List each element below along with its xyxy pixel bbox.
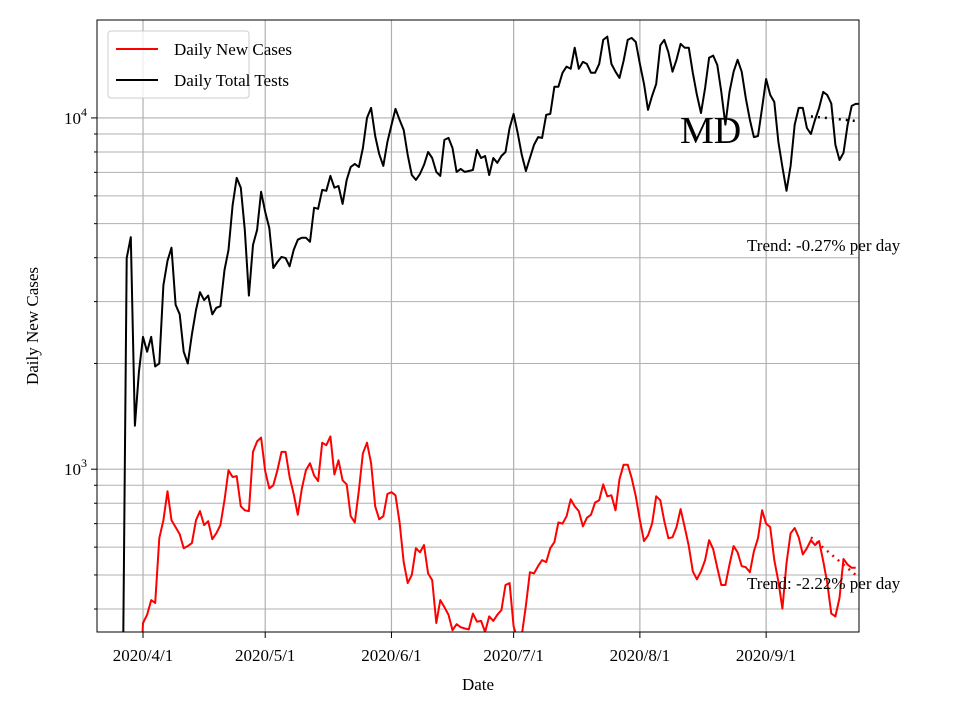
y-axis-label: Daily New Cases xyxy=(23,267,42,385)
grid xyxy=(97,20,859,632)
legend-label-tests: Daily Total Tests xyxy=(174,71,289,90)
x-axis-label: Date xyxy=(462,675,494,694)
trend-label-tests: Trend: -0.27% per day xyxy=(747,236,901,255)
trend-label-cases: Trend: -2.22% per day xyxy=(747,574,901,593)
plot-frame xyxy=(96,19,860,633)
x-tick-label: 2020/6/1 xyxy=(361,646,421,665)
x-tick-label: 2020/5/1 xyxy=(235,646,295,665)
y-tick-label: 103 xyxy=(64,456,87,479)
series-line-daily-new-cases xyxy=(141,435,856,632)
axis-ticks: 103 104 2020/4/1 2020/5/1 2020/6/1 2020/7/1 20… xyxy=(64,105,796,665)
series-lines xyxy=(122,35,859,632)
series-line-daily-total-tests xyxy=(122,35,859,632)
trend-line-tests xyxy=(810,115,859,123)
x-tick-label: 2020/9/1 xyxy=(736,646,796,665)
legend-box xyxy=(107,30,250,99)
legend: Daily New Cases Daily Total Tests xyxy=(107,30,292,99)
legend-label-cases: Daily New Cases xyxy=(174,40,292,59)
chart-title: MD xyxy=(680,110,741,152)
x-tick-label: 2020/8/1 xyxy=(610,646,670,665)
y-tick-label: 104 xyxy=(64,105,87,128)
trend-lines xyxy=(810,115,859,580)
x-tick-label: 2020/4/1 xyxy=(113,646,173,665)
x-tick-label: 2020/7/1 xyxy=(483,646,543,665)
